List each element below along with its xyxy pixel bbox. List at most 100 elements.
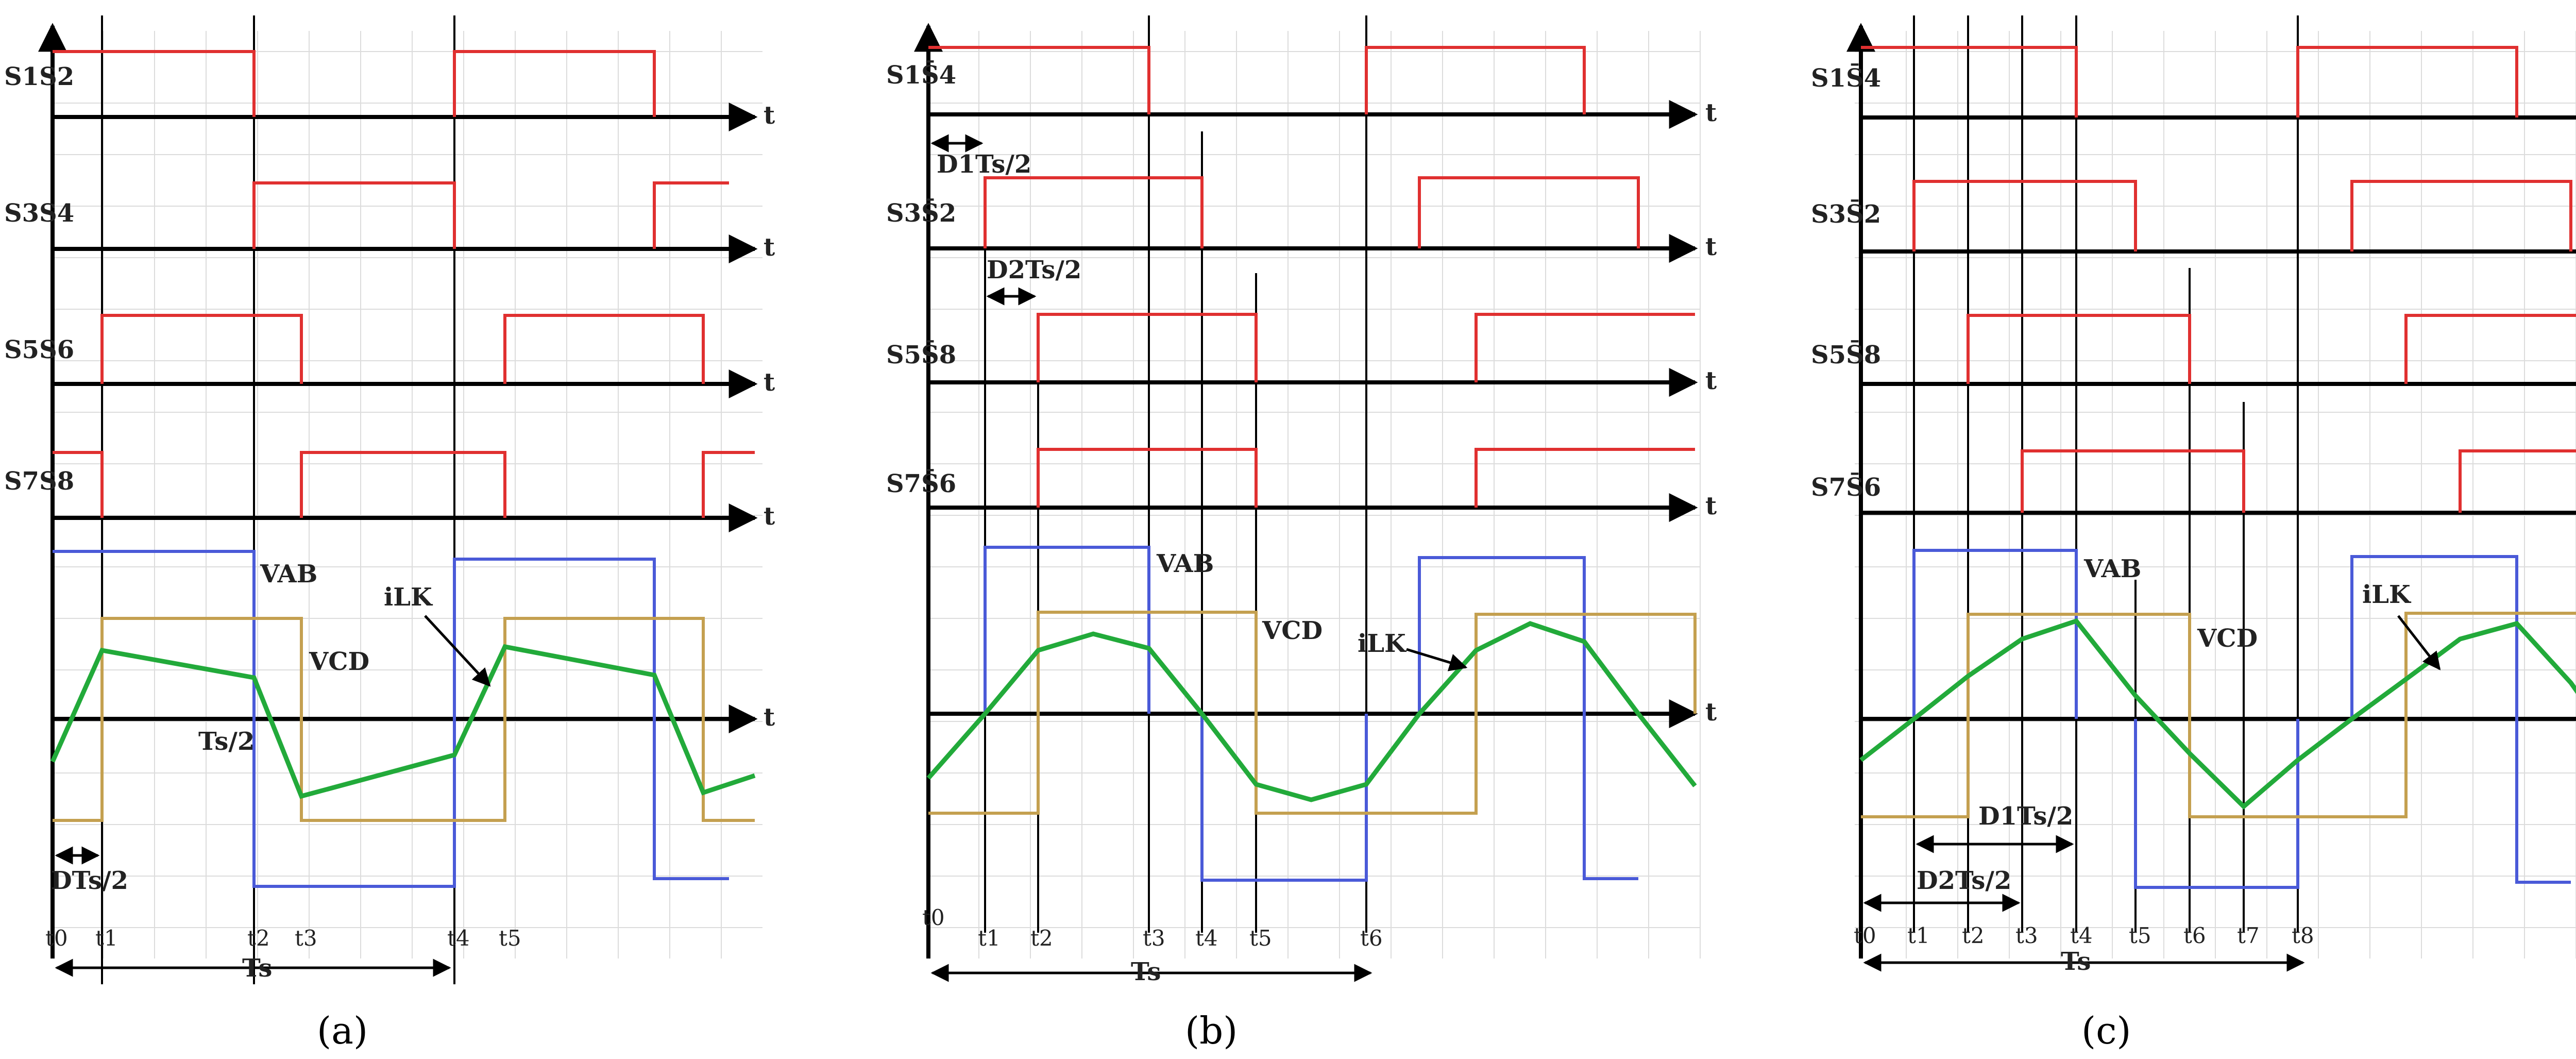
vab-waveform-b — [984, 546, 1638, 882]
time-label-c: t6 — [2183, 923, 2206, 948]
grid-b — [927, 31, 1701, 959]
signal-label-s5s6: S5S6 — [4, 335, 74, 364]
signal-label-s3s2: S3S̄2 — [1811, 199, 1881, 229]
ilk-waveform-b — [926, 621, 1697, 802]
gate-s5s6-a — [100, 314, 303, 384]
gate-s3s4-a — [252, 181, 456, 249]
panel-b: t t t t t S1S̄4 S3S̄2 S5S̄8 S7S̄6 D1Ts/2 — [886, 15, 1717, 1052]
time-label-b: t5 — [1249, 926, 1272, 951]
gate-s7s8-a-2 — [300, 451, 506, 518]
time-label-a: t0 — [45, 926, 68, 951]
shift-label-a: DTs/2 — [50, 866, 128, 895]
vab-label-a: VAB — [260, 560, 317, 589]
gate-s3s2-c-2 — [2350, 180, 2572, 251]
caption-c: (c) — [2081, 1009, 2131, 1052]
time-label-c: t0 — [1854, 923, 1876, 948]
t-label: t — [764, 703, 775, 732]
period-label-c: Ts — [2061, 947, 2091, 976]
time-label-b: t0 — [922, 905, 945, 930]
gate-s5s8-c — [1967, 314, 2191, 384]
shift2-label-c: D2Ts/2 — [1917, 866, 2011, 895]
gate-s7s8-a-3 — [702, 451, 755, 518]
time-label-b: t2 — [1030, 926, 1053, 951]
gate-s5s6-a-2 — [503, 314, 705, 384]
signal-label-s7s8: S7S8 — [4, 467, 74, 496]
time-label-b: t4 — [1195, 926, 1218, 951]
signal-label-s5s8: S5S̄8 — [1811, 340, 1881, 369]
signal-label-s3s4: S3S4 — [4, 199, 74, 228]
t-label: t — [1705, 492, 1717, 520]
gate-s3s4-a-2 — [653, 181, 729, 249]
gate-s5s8-b — [1037, 313, 1258, 382]
panel-a: t t t t t S1S2 S3S4 S5S6 S7S8 VAB VCD iL… — [4, 15, 775, 1052]
ilk-label-c: iLK — [2362, 580, 2412, 609]
t-label: t — [764, 233, 775, 262]
vcd-waveform-a — [53, 617, 755, 822]
gate-s7s6-b — [1037, 448, 1258, 508]
signal-label-s7s6: S7S̄6 — [886, 468, 956, 498]
gate-s1s4-b-2 — [1365, 46, 1586, 114]
time-label-c: t1 — [1907, 923, 1930, 948]
ilk-label-a: iLK — [384, 583, 433, 612]
vcd-waveform-c — [1861, 612, 2576, 818]
signal-label-s1s2: S1S2 — [4, 62, 74, 91]
gate-s7s6-c — [2021, 449, 2245, 513]
gate-s5s8-c-2 — [2404, 314, 2576, 384]
time-label-c: t2 — [1962, 923, 1985, 948]
gate-s3s2-c — [1912, 180, 2137, 251]
gate-s3s2-b-2 — [1418, 176, 1640, 248]
t-label: t — [1705, 366, 1717, 395]
grid-c — [1855, 31, 2576, 959]
vab-label-b: VAB — [1156, 549, 1214, 578]
time-label-b: t3 — [1143, 926, 1165, 951]
half-period-label-a: Ts/2 — [198, 727, 255, 756]
ilk-waveform-c — [1859, 618, 2576, 810]
gate-s1s4-b — [928, 46, 1150, 114]
caption-b: (b) — [1185, 1009, 1238, 1052]
gate-s3s2-b — [984, 176, 1204, 248]
vcd-label-a: VCD — [309, 647, 369, 676]
gate-s7s6-b-2 — [1475, 448, 1695, 508]
ilk-label-b: iLK — [1358, 629, 1407, 658]
t-label: t — [764, 101, 775, 130]
time-label-c: t8 — [2292, 923, 2314, 948]
t-label: t — [764, 368, 775, 397]
t-label: t — [764, 502, 775, 531]
vab-label-c: VAB — [2083, 554, 2141, 583]
gate-s1s4-c — [1861, 46, 2078, 117]
t-label: t — [1705, 232, 1717, 261]
time-label-c: t7 — [2237, 923, 2260, 948]
t-label: t — [1705, 98, 1717, 127]
time-label-a: t2 — [247, 926, 270, 951]
time-label-a: t5 — [499, 926, 521, 951]
time-label-a: t3 — [295, 926, 317, 951]
time-label-a: t4 — [447, 926, 470, 951]
vab-waveform-c — [1912, 549, 2571, 889]
shift2-label-b: D2Ts/2 — [987, 256, 1081, 284]
vab-waveform-a — [53, 550, 729, 888]
gate-s1s4-c-2 — [2296, 46, 2518, 117]
caption-a: (a) — [317, 1009, 368, 1052]
vcd-label-b: VCD — [1262, 616, 1323, 645]
signal-label-s7s6: S7S̄6 — [1811, 472, 1881, 502]
time-label-b: t1 — [978, 926, 1001, 951]
ilk-waveform-a — [50, 644, 756, 799]
ilk-arrow-a — [424, 615, 491, 687]
shift1-label-b: D1Ts/2 — [937, 150, 1031, 179]
time-label-a: t1 — [95, 926, 118, 951]
gate-s7s6-c-2 — [2459, 449, 2576, 513]
time-label-c: t4 — [2070, 923, 2093, 948]
period-label-a: Ts — [242, 954, 272, 983]
time-label-c: t3 — [2015, 923, 2038, 948]
time-label-b: t6 — [1360, 926, 1383, 951]
signal-label-s1s4: S1S̄4 — [886, 60, 956, 90]
ilk-arrow-b — [1406, 648, 1468, 671]
signal-label-s1s4: S1S̄4 — [1811, 63, 1881, 93]
period-label-b: Ts — [1131, 957, 1161, 986]
gate-s1s2-a — [53, 50, 256, 117]
signal-label-s5s8: S5S̄8 — [886, 340, 956, 369]
gate-s1s2-a-2 — [453, 50, 656, 117]
vcd-waveform-b — [928, 611, 1697, 815]
